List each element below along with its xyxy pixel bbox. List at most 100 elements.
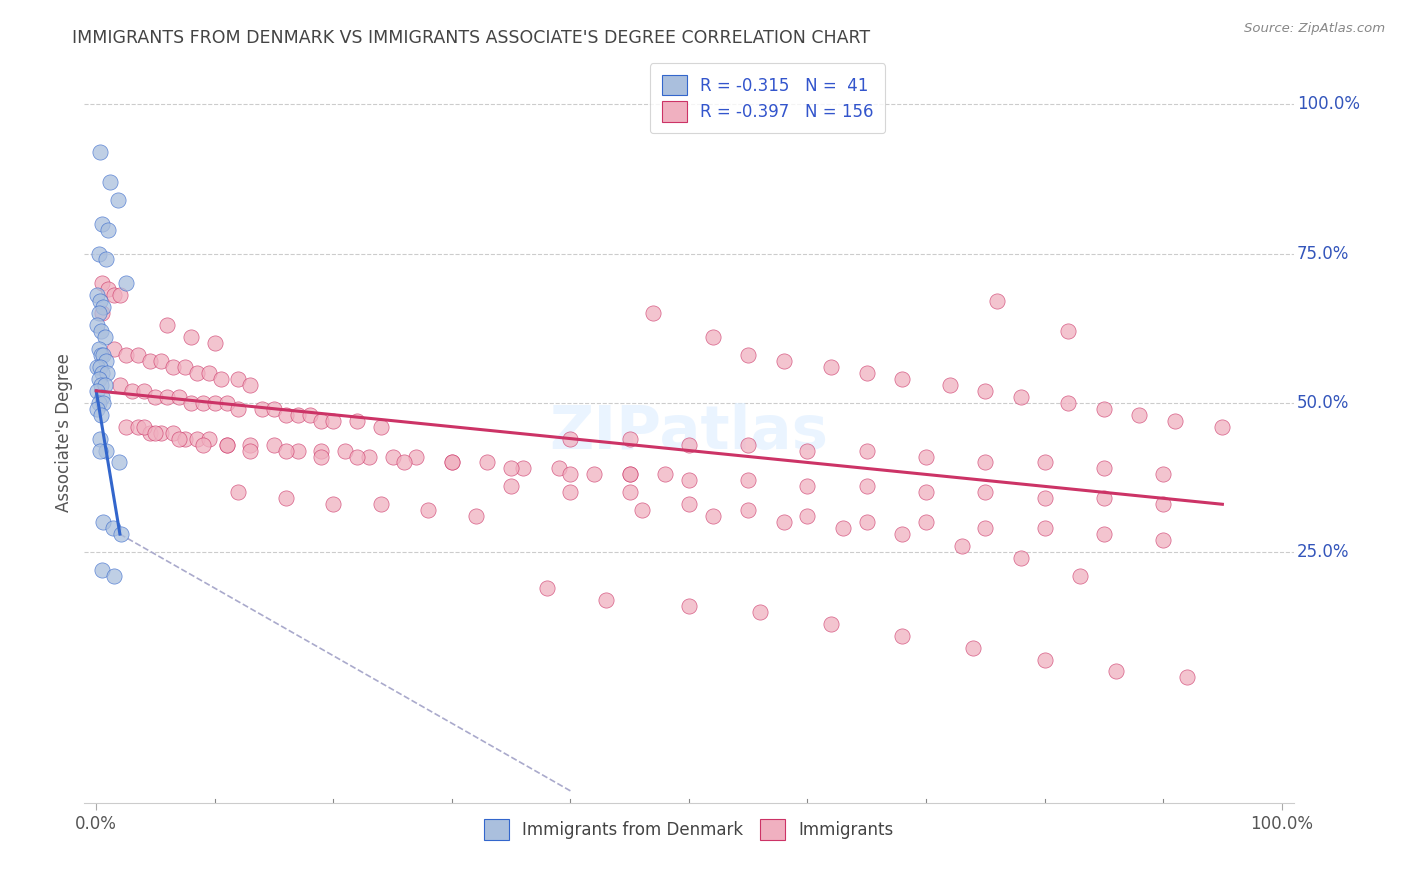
Point [239, 377, 262, 392]
Point [87, 306, 110, 320]
Point [1092, 491, 1115, 506]
Point [501, 461, 523, 475]
Point [370, 497, 392, 511]
Point [1033, 521, 1056, 535]
Point [1092, 401, 1115, 416]
Point [501, 479, 523, 493]
Point [440, 455, 463, 469]
Point [950, 539, 973, 553]
Point [91, 390, 114, 404]
Point [198, 366, 221, 380]
Point [91, 277, 114, 291]
Point [90, 348, 112, 362]
Point [333, 443, 356, 458]
Point [855, 479, 877, 493]
Point [198, 432, 221, 446]
Point [138, 425, 160, 440]
Point [1175, 670, 1198, 684]
Point [108, 288, 131, 302]
Point [87, 342, 110, 356]
Point [322, 414, 344, 428]
Point [855, 443, 877, 458]
Point [96, 366, 118, 380]
Point [1033, 491, 1056, 506]
Point [560, 485, 582, 500]
Point [93, 330, 115, 344]
Point [891, 629, 914, 643]
Point [108, 377, 131, 392]
Point [107, 455, 129, 469]
Point [702, 330, 724, 344]
Point [654, 467, 676, 482]
Text: ZIPatlas: ZIPatlas [550, 403, 828, 462]
Point [162, 359, 184, 374]
Point [1105, 665, 1128, 679]
Point [405, 450, 427, 464]
Point [678, 599, 700, 613]
Point [127, 419, 149, 434]
Point [91, 366, 114, 380]
Point [311, 443, 333, 458]
Point [150, 425, 173, 440]
Point [986, 294, 1008, 309]
Point [115, 348, 138, 362]
Point [287, 443, 309, 458]
Point [156, 318, 179, 333]
Text: IMMIGRANTS FROM DENMARK VS IMMIGRANTS ASSOCIATE'S DEGREE CORRELATION CHART: IMMIGRANTS FROM DENMARK VS IMMIGRANTS AS… [72, 29, 870, 47]
Point [1152, 467, 1174, 482]
Point [239, 437, 262, 451]
Text: 100.0%: 100.0% [1298, 95, 1360, 113]
Point [891, 372, 914, 386]
Point [87, 246, 110, 260]
Point [1033, 455, 1056, 469]
Point [110, 527, 132, 541]
Point [974, 485, 997, 500]
Point [94, 443, 117, 458]
Point [94, 354, 117, 368]
Point [101, 521, 124, 535]
Point [1057, 324, 1080, 338]
Point [215, 396, 238, 410]
Point [86, 318, 108, 333]
Point [737, 503, 759, 517]
Point [91, 563, 114, 577]
Point [91, 306, 114, 320]
Point [90, 377, 112, 392]
Point [796, 443, 818, 458]
Point [595, 592, 617, 607]
Point [915, 450, 938, 464]
Point [89, 145, 111, 159]
Text: Source: ZipAtlas.com: Source: ZipAtlas.com [1244, 22, 1385, 36]
Point [583, 467, 606, 482]
Point [1092, 461, 1115, 475]
Point [127, 348, 149, 362]
Point [167, 390, 190, 404]
Point [250, 401, 273, 416]
Point [1164, 414, 1187, 428]
Point [357, 450, 380, 464]
Point [263, 437, 285, 451]
Point [772, 354, 794, 368]
Point [204, 396, 226, 410]
Point [796, 479, 818, 493]
Point [228, 372, 250, 386]
Point [643, 306, 665, 320]
Point [311, 450, 333, 464]
Point [89, 359, 111, 374]
Point [1010, 390, 1032, 404]
Point [91, 300, 114, 314]
Point [89, 432, 111, 446]
Point [346, 450, 368, 464]
Point [86, 384, 108, 398]
Point [93, 377, 115, 392]
Point [737, 437, 759, 451]
Point [180, 396, 202, 410]
Point [132, 384, 155, 398]
Point [132, 419, 155, 434]
Point [381, 450, 404, 464]
Point [619, 467, 641, 482]
Point [86, 288, 108, 302]
Point [228, 401, 250, 416]
Point [1033, 652, 1056, 666]
Point [287, 408, 309, 422]
